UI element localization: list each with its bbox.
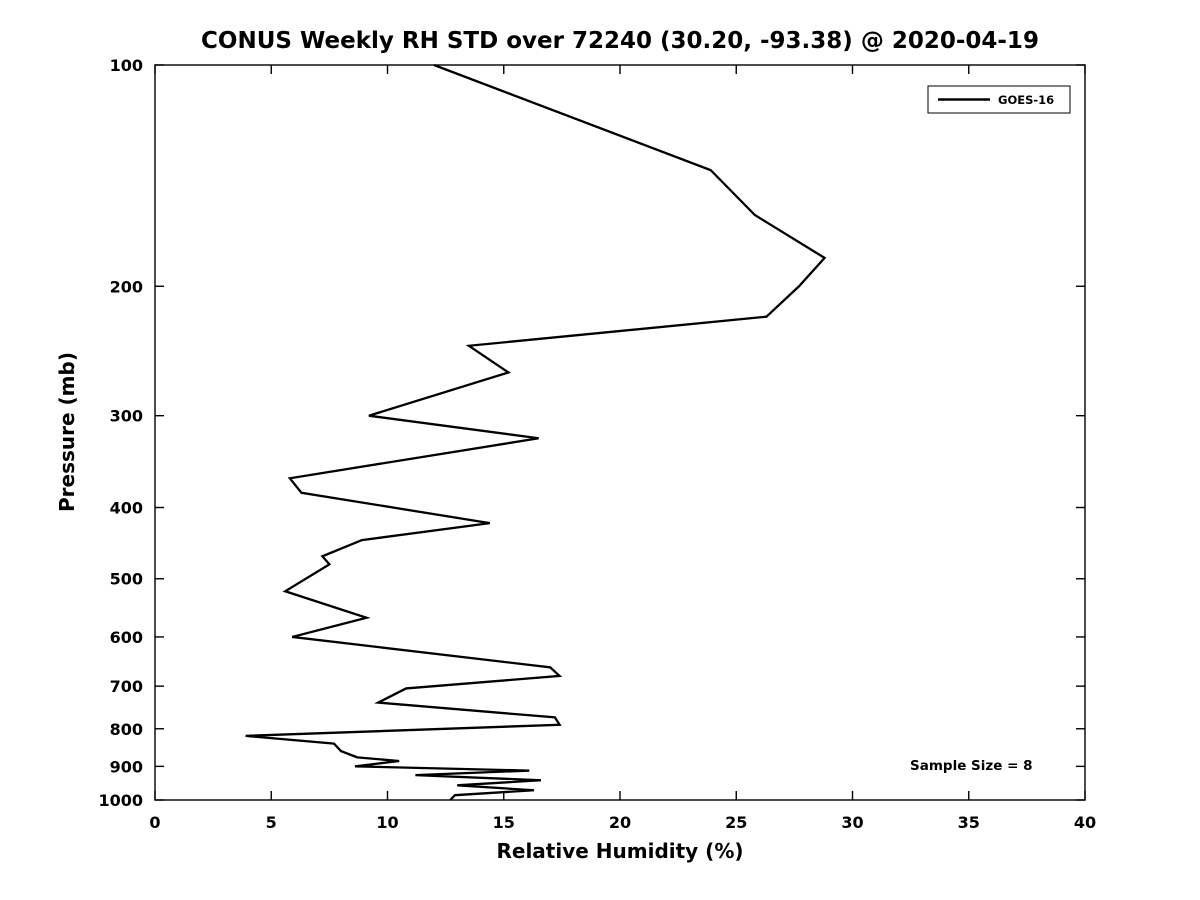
y-tick-label: 900 [110,757,143,776]
y-tick-label: 700 [110,677,143,696]
x-tick-label: 20 [609,813,631,832]
x-tick-label: 40 [1074,813,1096,832]
y-tick-label: 200 [110,277,143,296]
y-axis-label: Pressure (mb) [55,352,79,512]
y-tick-label: 500 [110,570,143,589]
legend-label: GOES-16 [998,93,1054,107]
x-tick-label: 5 [266,813,277,832]
axis-ticks: 0 5 10 15 20 25 30 35 40 100 200 300 400 500 600 700 800… [98,56,1096,832]
x-tick-label: 15 [493,813,515,832]
y-tick-label: 100 [110,56,143,75]
chart-title: CONUS Weekly RH STD over 72240 (30.20, -… [201,28,1039,54]
x-tick-label: 0 [149,813,160,832]
x-tick-label: 10 [376,813,398,832]
plot-border [154,64,1086,801]
annotation-sample-size: Sample Size = 8 [910,758,1033,774]
x-axis-label: Relative Humidity (%) [496,839,743,863]
data-line-goes-16 [245,63,827,801]
y-tick-label: 600 [110,628,143,647]
y-tick-label: 1000 [98,791,143,810]
data-series [245,63,827,801]
y-tick-label: 400 [110,499,143,518]
y-tick-label: 800 [110,720,143,739]
x-tick-label: 30 [841,813,863,832]
legend: GOES-16 [927,85,1071,114]
y-tick-label: 300 [110,407,143,426]
x-tick-label: 25 [725,813,747,832]
x-tick-label: 35 [958,813,980,832]
